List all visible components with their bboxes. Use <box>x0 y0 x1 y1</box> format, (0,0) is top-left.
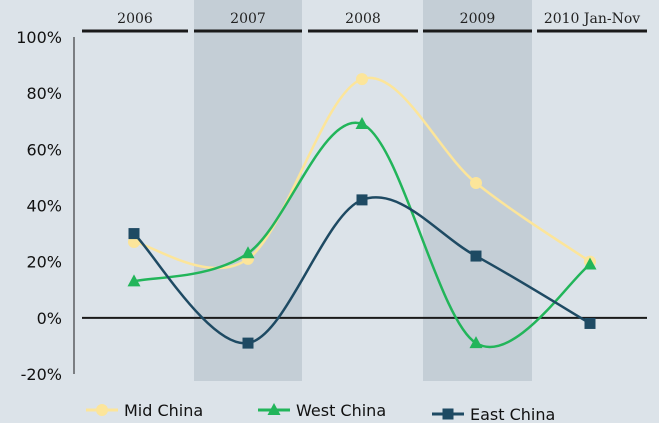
y-tick-label: 80% <box>26 84 62 103</box>
data-point-west-china <box>127 274 141 287</box>
data-point-east-china <box>584 317 596 329</box>
legend-marker <box>267 403 281 415</box>
data-point-mid-china <box>356 73 368 86</box>
data-point-east-china <box>356 194 368 206</box>
y-tick-label: 0% <box>37 309 62 328</box>
period-label: 2008 <box>345 11 381 27</box>
series-line-east-china <box>133 196 591 345</box>
period-label: 2009 <box>460 11 496 27</box>
period-label: 2007 <box>230 11 266 27</box>
data-point-west-china <box>469 336 483 349</box>
legend: Mid China West China East China <box>86 401 555 423</box>
shaded-period-bands <box>194 0 532 381</box>
legend-label: East China <box>470 405 555 423</box>
y-tick-label: 100% <box>16 28 62 47</box>
y-tick-label: 20% <box>26 253 62 272</box>
y-axis-ticks: 100% 80% 60% 40% 20% 0% -20% <box>16 28 62 384</box>
series-group <box>127 73 597 349</box>
legend-item-mid-china: Mid China <box>86 401 203 420</box>
y-tick-label: 40% <box>26 197 62 216</box>
legend-marker <box>442 408 454 420</box>
legend-item-west-china: West China <box>258 401 386 420</box>
period-label: 2010 Jan-Nov <box>544 11 640 27</box>
band-2009 <box>423 0 532 381</box>
data-point-east-china <box>470 250 482 262</box>
data-point-west-china <box>583 257 597 270</box>
series-line-west-china <box>133 121 591 349</box>
legend-label: West China <box>296 401 386 420</box>
legend-marker <box>96 404 108 416</box>
series-east-china <box>128 194 596 349</box>
data-point-west-china <box>355 117 369 130</box>
legend-item-east-china: East China <box>432 405 555 423</box>
period-label: 2006 <box>117 11 153 27</box>
period-labels: 2006 2007 2008 2009 2010 Jan-Nov <box>117 11 640 27</box>
y-tick-label: -20% <box>21 365 62 384</box>
data-point-west-china <box>241 246 255 259</box>
data-point-mid-china <box>470 177 482 190</box>
data-point-east-china <box>128 228 140 240</box>
legend-label: Mid China <box>124 401 203 420</box>
data-point-east-china <box>242 337 254 349</box>
y-tick-label: 60% <box>26 140 62 159</box>
series-west-china <box>127 117 597 349</box>
